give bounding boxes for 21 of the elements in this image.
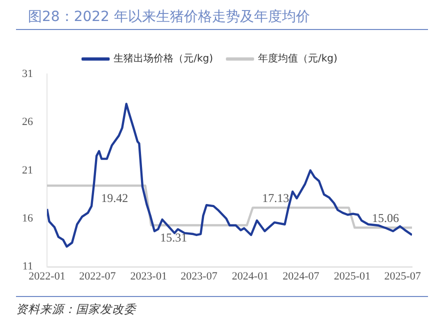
data-label: 15.31 [160,230,188,244]
y-tick-label: 26 [22,116,34,128]
y-tick-label: 16 [22,212,34,224]
text: 资料来源：国家发改委 [16,296,428,317]
x-tick-label: 2023-01 [130,270,167,282]
x-tick-label: 2022-01 [28,270,66,282]
legend-label: 生猪出场价格（元/kg) [114,52,214,65]
x-tick-label: 2025-07 [384,270,422,282]
x-tick-label: 2023-07 [180,270,218,282]
data-label: 19.42 [101,190,128,205]
data-label: 17.13 [262,190,290,205]
x-tick-label: 2022-07 [79,270,116,282]
y-tick-label: 11 [22,260,33,273]
x-tick-label: 2024-07 [282,270,320,282]
legend-label: 年度均值（元/kg) [258,52,338,65]
y-tick-label: 31 [22,68,33,80]
chart-title: 图28：2022 年以来生猪价格走势及年度均价 [16,6,428,30]
x-tick-label: 2024-01 [232,270,269,282]
data-label: 15.06 [372,210,400,225]
y-tick-label: 21 [22,164,33,176]
x-tick-label: 2025-01 [334,270,370,282]
